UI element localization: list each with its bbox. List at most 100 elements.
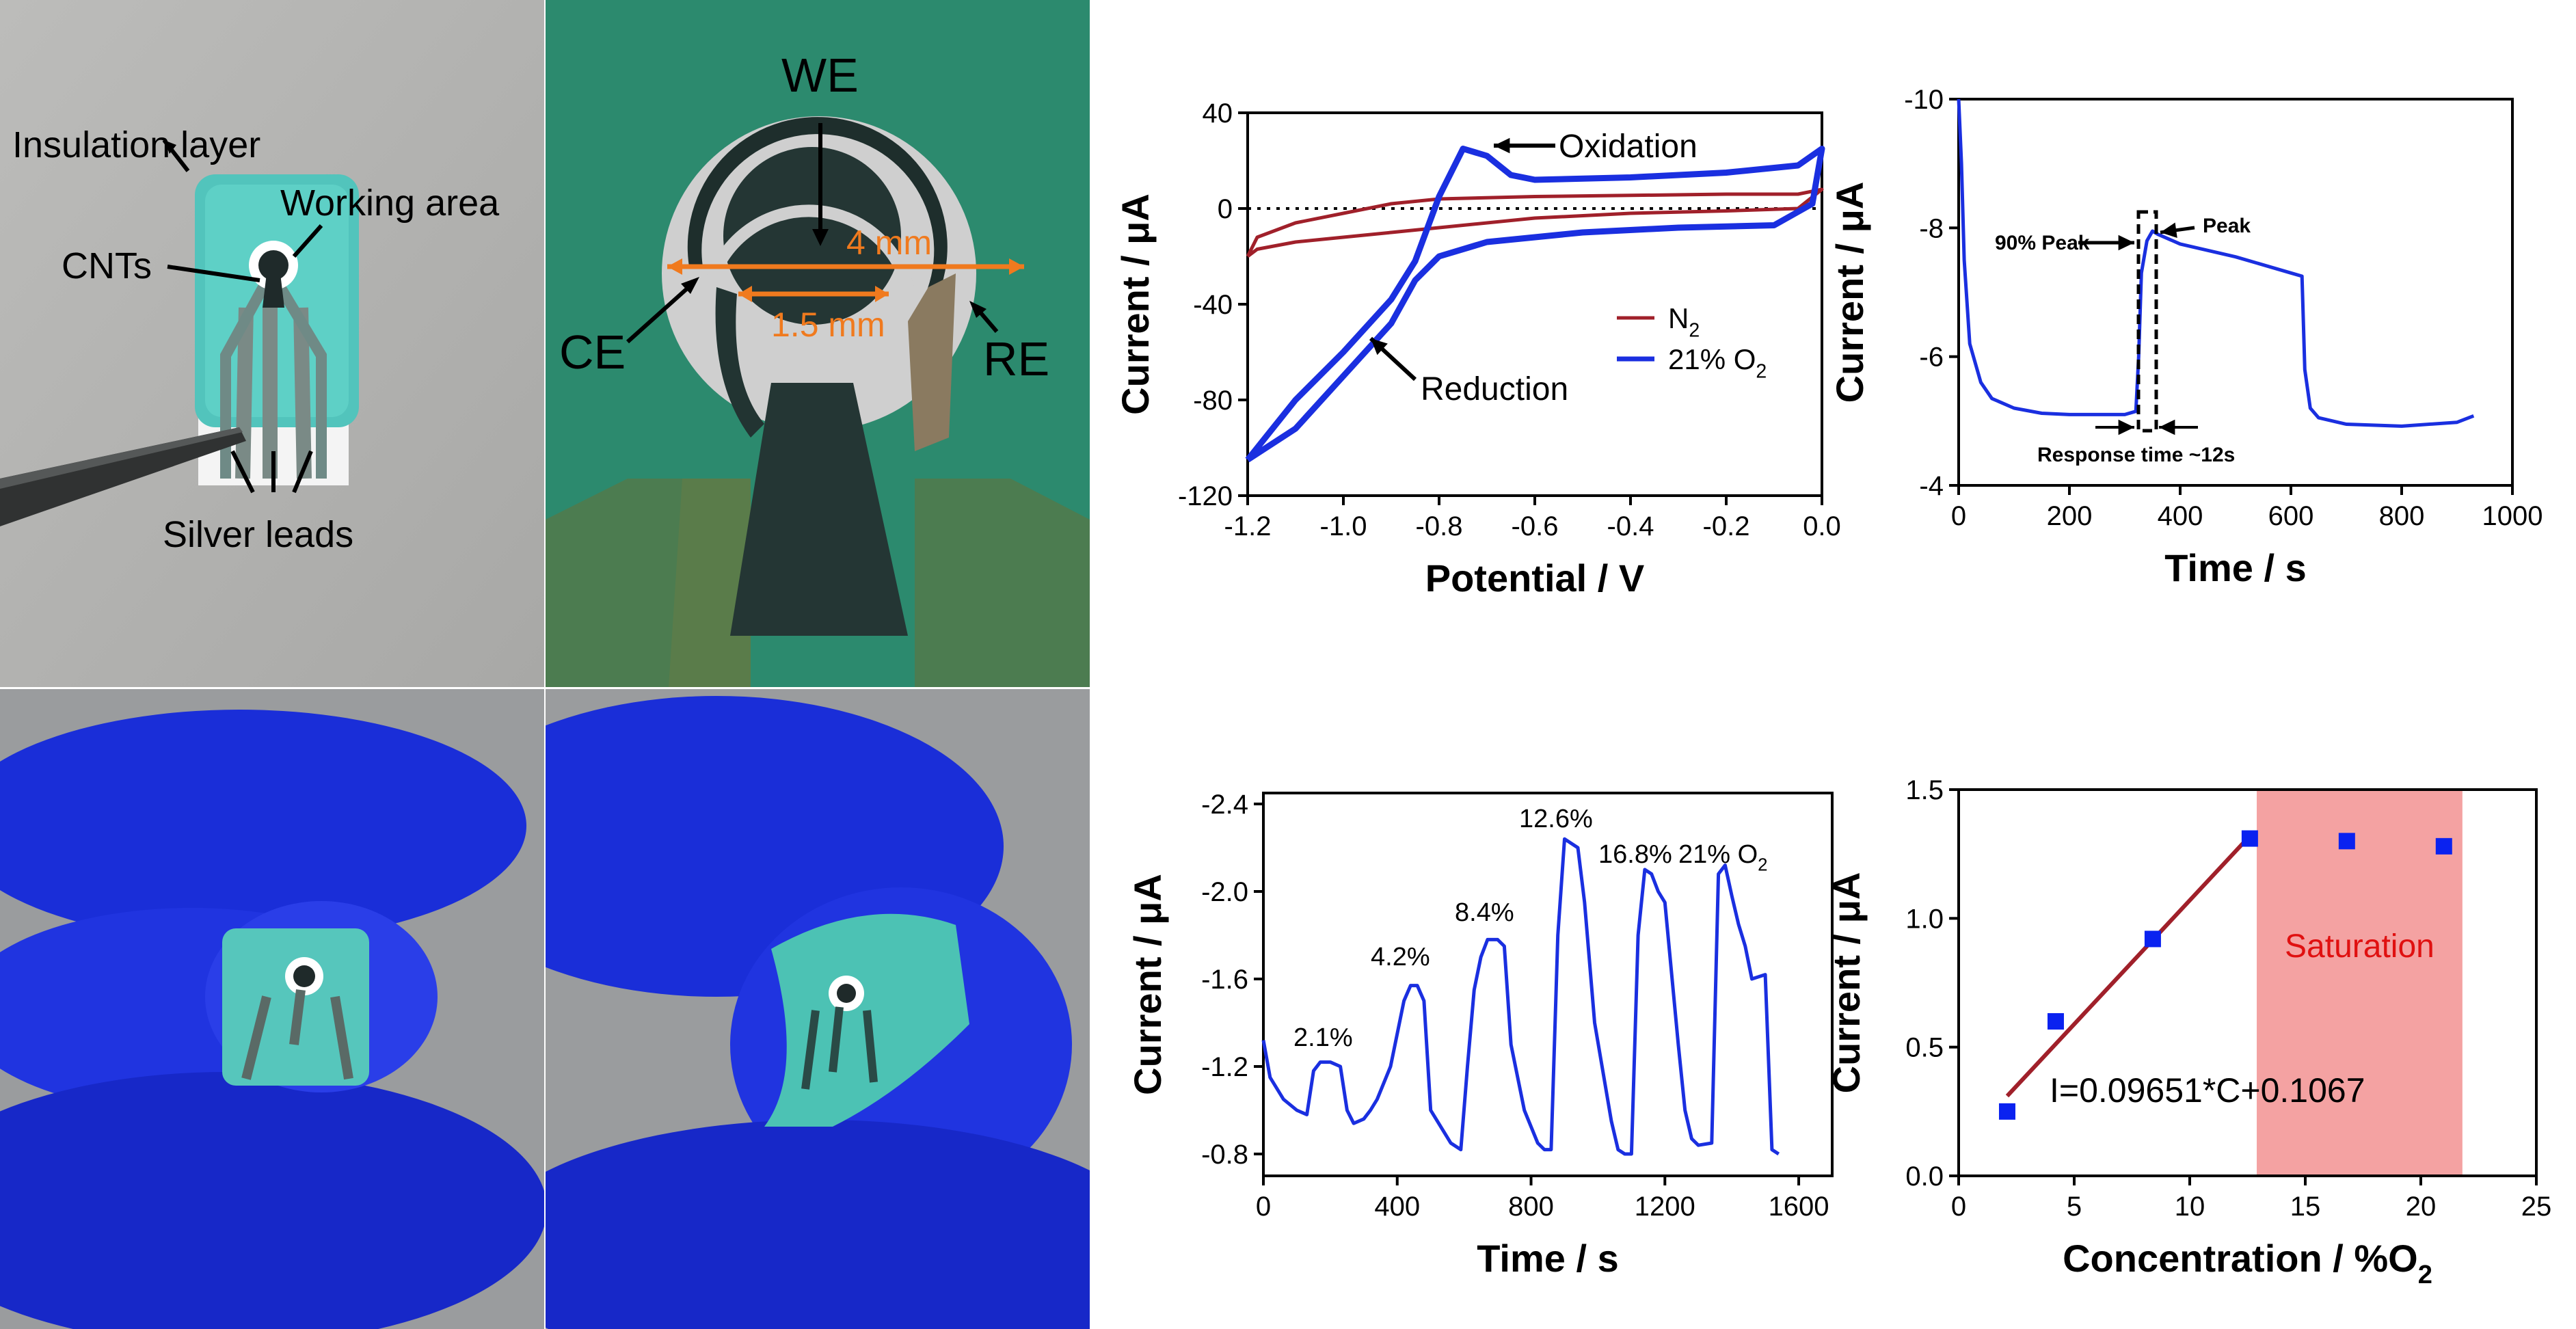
chart3-annotation-12-6: 12.6% [1519,805,1593,833]
chart1-ylabel: Current / μA [1114,193,1157,415]
chart2-ytick-label-1: -8 [1919,213,1944,243]
chart1-xtick-label-0: -1.2 [1224,511,1272,541]
label-re: RE [983,332,1050,386]
chart3-ylabel: Current / μA [1126,874,1169,1095]
chart4-ytick-label-3: 1.5 [1905,775,1944,805]
chart3-xtick-label-2: 800 [1508,1192,1554,1222]
photo-sensor-finger-art [0,689,544,1329]
chart2-annotation-response: Response time ~12s [2037,444,2235,466]
chart4-fit-line [2005,834,2252,1098]
chart1-reduction-arrow-head [1371,338,1388,355]
label-working-area: Working area [280,183,500,224]
chart3-xtick-label-0: 0 [1256,1192,1271,1222]
chart2-arrow-90peak-head [2118,234,2134,251]
chart1-xtick-label-2: -0.8 [1416,511,1463,541]
chart4-point-4 [2338,833,2355,850]
chart1-series-n2 [1246,187,1824,258]
chart1-xtick-label-1: -1.0 [1320,511,1367,541]
electrode-dimension-arrows [626,123,1024,344]
chart4-xtick-label-4: 20 [2406,1192,2437,1222]
label-4mm: 4 mm [846,224,932,262]
chart4-point-5 [2435,837,2452,855]
chart1-legend-o2-label: 21% O2 [1668,343,1767,383]
chart3-ytick-label-1: -2.0 [1201,877,1248,907]
chart2-xtick-label-3: 600 [2268,501,2314,531]
chart2-ytick-label-2: -6 [1919,343,1944,373]
chart3-xtick-label-3: 1200 [1635,1192,1695,1222]
chart2-arrow-rt-left-head [2118,419,2134,435]
chart3-ytick-label-2: -1.6 [1201,965,1248,995]
chart4-fit-equation: I=0.09651*C+0.1067 [2050,1071,2365,1110]
chart3-ytick-label-4: -0.8 [1201,1140,1248,1170]
chart4-point-3 [2241,830,2258,847]
chart2-ylabel: Current / μA [1828,182,1871,403]
chart2-annotation-90peak: 90% Peak [1995,232,2090,254]
chart1-ytick-label-2: -40 [1193,290,1233,320]
chart1-xlabel: Potential / V [1425,556,1645,600]
chart3-annotation-8-4: 8.4% [1455,898,1514,927]
label-insulation-layer: Insulation layer [12,124,261,165]
chart1-annotation-reduction: Reduction [1421,371,1568,407]
chart3-series [1261,837,1780,1156]
chart4-point-1 [2047,1013,2064,1030]
photo-sensor-tweezers: Insulation layer Working area CNTs Silve… [0,0,544,687]
chart4-point-2 [2144,930,2161,948]
chart1-oxidation-arrow-head [1494,137,1510,154]
chart3-annotation-16-8: 16.8% [1598,840,1672,869]
chart2-series [1957,98,2475,428]
chart3-ytick-label-3: -1.2 [1201,1052,1248,1082]
chart3-xtick-label-4: 1600 [1769,1192,1829,1222]
photo-electrode-closeup: WE CE RE 4 mm 1.5 mm [546,0,1090,687]
chart2-frame [1957,98,2514,487]
chart1-xtick-label-5: -0.2 [1703,511,1750,541]
chart4-frame [1957,788,2538,1177]
chart3-frame [1262,792,1834,1177]
chart2-ytick-label-3: -4 [1919,471,1944,501]
chart1-ytick-label-3: -80 [1193,386,1233,416]
chart2-arrow-peak-head [2160,222,2177,238]
chart2-xtick-label-2: 400 [2158,501,2203,531]
chart3-ytick-label-0: -2.4 [1201,790,1248,820]
chart1-xtick-label-4: -0.4 [1607,511,1654,541]
chart1-annotation-oxidation: Oxidation [1559,129,1698,165]
chart3-annotation-2-1: 2.1% [1293,1023,1353,1052]
chart1-frame [1246,111,1823,497]
photo-sensor-tweezers-art [0,0,544,687]
chart3-annotation-4-2: 4.2% [1371,943,1430,971]
label-ce: CE [559,325,626,379]
chart1-xtick-label-3: -0.6 [1512,511,1559,541]
chart4-xtick-label-5: 25 [2521,1192,2552,1222]
chart2-ytick-label-0: -10 [1904,85,1944,115]
label-cnts: CNTs [62,245,152,286]
chart1-xtick-label-6: 0.0 [1803,511,1841,541]
chart1-ytick-label-1: 0 [1218,194,1233,224]
photo-sensor-bent-art [546,689,1090,1329]
chart1-ytick-label-0: 40 [1203,98,1233,129]
chart3-annotation-21: 21% O2 [1678,840,1768,874]
chart2-xtick-label-5: 1000 [2482,501,2543,531]
chart1-series-o2 [1245,146,1825,463]
chart4-xtick-label-1: 5 [2067,1192,2082,1222]
chart4-xlabel: Concentration / %O2 [2063,1237,2432,1289]
photo-sensor-bent [546,689,1090,1329]
chart2-xtick-label-1: 200 [2047,501,2093,531]
chart4-ylabel: Current / μA [1825,872,1868,1094]
chart2-xtick-label-4: 800 [2379,501,2425,531]
chart3-xlabel: Time / s [1477,1237,1619,1280]
label-1-5mm: 1.5 mm [771,306,885,344]
chart4-saturation-label: Saturation [2285,928,2434,965]
chart4-point-0 [1998,1103,2015,1120]
label-silver-leads: Silver leads [163,514,354,555]
chart4-saturation-region [2257,791,2463,1174]
chart4-ytick-label-1: 0.5 [1905,1033,1944,1063]
photo-electrode-closeup-art [546,0,1090,687]
label-we: WE [781,49,859,102]
chart2-arrow-rt-right-head [2159,419,2175,435]
chart1-legend-n2-label: N2 [1668,302,1700,342]
chart3-xtick-label-1: 400 [1374,1192,1420,1222]
chart2-xlabel: Time / s [2164,546,2307,589]
chart4-ytick-label-0: 0.0 [1905,1162,1944,1192]
chart4-ytick-label-2: 1.0 [1905,904,1944,934]
chart2-xtick-label-0: 0 [1951,501,1966,531]
chart1-ytick-label-4: -120 [1178,481,1233,511]
